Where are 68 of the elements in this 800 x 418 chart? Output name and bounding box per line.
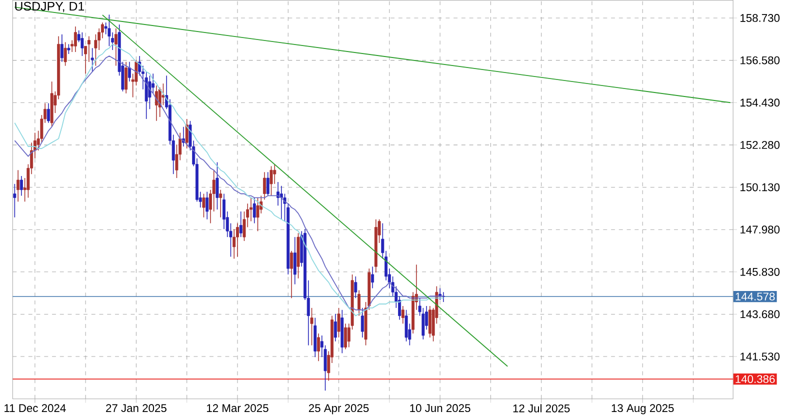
candlestick — [236, 222, 239, 258]
candlestick — [270, 166, 273, 196]
candlestick — [404, 310, 408, 342]
ref-line-label: 140.386 — [736, 375, 775, 384]
x-tick-label: 25 Apr 2025 — [308, 404, 369, 414]
candlestick — [310, 308, 314, 346]
candlestick — [252, 197, 256, 224]
candlestick — [273, 164, 276, 184]
candlestick — [185, 118, 188, 149]
candlestick — [219, 189, 222, 218]
candlestick — [442, 292, 445, 302]
x-tick-label: 11 Dec 2024 — [4, 404, 66, 412]
candlestick — [20, 176, 23, 196]
candlestick — [152, 73, 155, 94]
candlestick — [293, 236, 296, 285]
candlestick — [74, 26, 77, 52]
y-tick-label: 143.680 — [740, 310, 780, 318]
candlestick — [266, 172, 270, 196]
candlestick — [162, 83, 165, 106]
candlestick — [13, 184, 16, 218]
y-tick-label: 141.530 — [740, 352, 780, 360]
candlestick — [428, 306, 432, 338]
candlestick — [371, 266, 374, 289]
candlestick — [46, 102, 50, 124]
candlestick — [206, 191, 209, 220]
x-tick-label: 13 Aug 2025 — [612, 404, 674, 414]
candlestick — [148, 75, 152, 110]
candlestick — [60, 34, 64, 62]
candlestick — [358, 290, 361, 316]
candlestick — [202, 193, 206, 218]
y-tick-label: 145.830 — [740, 268, 780, 276]
ref-line-label: 144.578 — [736, 292, 775, 300]
candlestick — [124, 61, 128, 94]
x-tick-label: 27 Jan 2025 — [106, 404, 166, 412]
candlestick — [87, 36, 90, 62]
candlestick — [334, 313, 337, 342]
candlestick — [16, 170, 20, 202]
candlestick — [80, 32, 84, 56]
candlestick — [360, 308, 364, 338]
candlestick — [90, 48, 94, 72]
y-tick-label: 150.130 — [740, 183, 780, 192]
y-tick-label: 154.430 — [740, 98, 780, 107]
candlestick — [154, 85, 158, 122]
y-tick-label: 152.280 — [740, 141, 780, 149]
candlestick — [263, 172, 266, 200]
chart-title: USDJPY, D1 — [15, 2, 84, 12]
candlestick — [108, 14, 111, 47]
candlestick — [401, 306, 404, 324]
x-tick-label: 10 Jun 2025 — [410, 404, 470, 412]
candlestick — [354, 276, 358, 298]
candlestick — [239, 211, 242, 238]
candlestick — [344, 323, 348, 350]
candlestick — [114, 28, 118, 66]
candlestick — [158, 87, 162, 118]
candlestick — [128, 61, 131, 82]
candlestick — [280, 186, 283, 220]
y-tick-label: 158.730 — [740, 14, 780, 22]
candlestick — [216, 162, 219, 210]
candlestick — [317, 333, 320, 362]
x-tick-label: 12 Mar 2025 — [207, 404, 268, 412]
candlestick — [64, 42, 67, 66]
y-tick-label: 156.580 — [740, 56, 780, 64]
candlestick — [67, 44, 70, 54]
candlestick — [290, 250, 293, 298]
candlestick — [256, 197, 260, 232]
x-tick-label: 12 Jul 2025 — [513, 404, 570, 412]
candlestick — [337, 308, 340, 338]
y-tick-label: 147.980 — [740, 226, 780, 234]
